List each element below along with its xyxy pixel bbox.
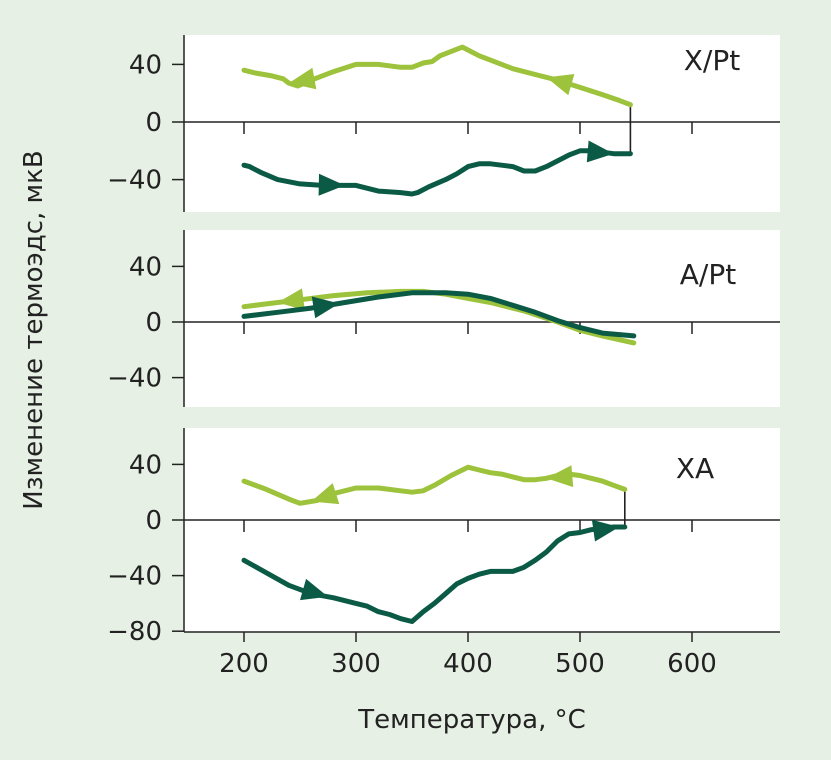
direction-arrow xyxy=(311,483,340,505)
y-tick-label: −40 xyxy=(107,364,162,394)
x-tick-label: 400 xyxy=(443,649,493,679)
x-tick-label: 600 xyxy=(667,649,717,679)
y-tick-label: −80 xyxy=(107,617,162,647)
panel-2: 40 0 −40 A/Pt xyxy=(107,230,780,407)
y-tick-label: 40 xyxy=(129,450,162,480)
direction-arrow xyxy=(546,74,575,96)
series-line-dark xyxy=(241,524,628,624)
panel-label: X/Pt xyxy=(684,44,741,77)
y-tick-label: −40 xyxy=(107,562,162,592)
y-tick-label: 0 xyxy=(145,308,162,338)
y-tick-label: 40 xyxy=(129,50,162,80)
x-tick-label: 300 xyxy=(331,649,381,679)
panel-background xyxy=(184,230,780,407)
panel-label: A/Pt xyxy=(680,258,736,291)
x-axis: 200 300 400 500 600 xyxy=(184,631,780,679)
y-tick-label: −40 xyxy=(107,166,162,196)
direction-arrow xyxy=(591,519,620,542)
y-tick-label: 40 xyxy=(129,252,162,282)
direction-arrow xyxy=(300,578,328,601)
panel-background xyxy=(184,428,780,632)
direction-arrow xyxy=(546,465,574,488)
y-tick-label: 0 xyxy=(145,108,162,138)
x-tick-label: 200 xyxy=(219,649,269,679)
direction-arrow xyxy=(277,288,305,311)
panel-label: ХА xyxy=(676,452,714,485)
x-tick-label: 500 xyxy=(555,649,605,679)
series-line-dark xyxy=(241,148,633,197)
direction-arrow xyxy=(288,67,317,90)
panel-3: 40 0 −40 −80 ХА xyxy=(107,428,780,647)
y-axis-label: Изменение термоэдс, мкВ xyxy=(19,150,49,509)
direction-arrow xyxy=(318,173,345,196)
y-tick-label: 0 xyxy=(145,506,162,536)
panel-1: 40 0 −40 X/Pt xyxy=(107,35,780,212)
direction-arrow xyxy=(586,140,614,163)
direction-arrow xyxy=(311,296,340,319)
x-axis-label: Температура, °C xyxy=(357,705,586,735)
